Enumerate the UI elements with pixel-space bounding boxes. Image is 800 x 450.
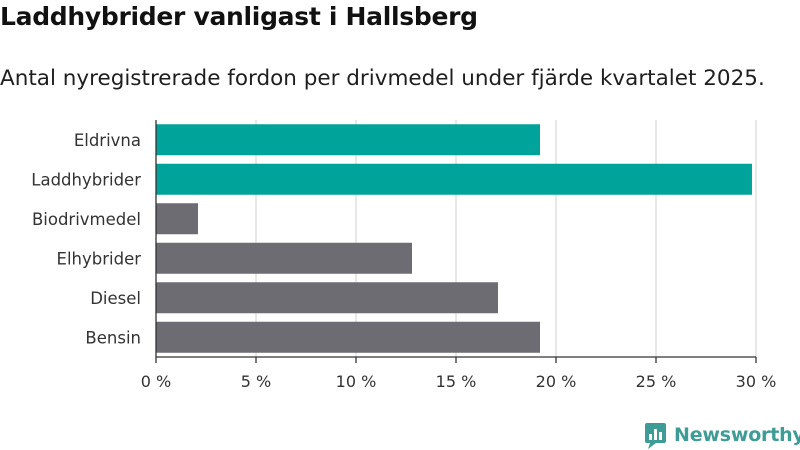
- category-label-bensin: Bensin: [85, 328, 141, 347]
- bar-diesel: [156, 282, 498, 314]
- x-tick-label-3: 15 %: [436, 372, 477, 391]
- brand-name: Newsworthy: [674, 424, 800, 446]
- newsworthy-logo-icon: [645, 422, 666, 449]
- bar-elhybrider: [156, 242, 412, 274]
- x-tick-label-5: 25 %: [636, 372, 677, 391]
- bar-bensin: [156, 321, 540, 353]
- chart-title: Laddhybrider vanligast i Hallsberg: [0, 2, 478, 31]
- x-tick-label-1: 5 %: [241, 372, 271, 391]
- bar-chart: Eldrivna Laddhybrider Biodrivmedel Elhybrid…: [31, 120, 777, 391]
- category-label-diesel: Diesel: [90, 289, 141, 308]
- x-tick-label-4: 20 %: [536, 372, 577, 391]
- category-label-elhybrider: Elhybrider: [57, 249, 142, 268]
- chart-subtitle: Antal nyregistrerade fordon per drivmede…: [0, 66, 765, 91]
- x-tick-label-0: 0 %: [141, 372, 171, 391]
- bar-eldrivna: [156, 124, 540, 156]
- x-tick-label-2: 10 %: [336, 372, 377, 391]
- category-label-eldrivna: Eldrivna: [74, 131, 141, 150]
- brand-logo: Newsworthy: [644, 420, 800, 450]
- bar-biodrivmedel: [156, 203, 198, 235]
- category-label-biodrivmedel: Biodrivmedel: [32, 210, 141, 229]
- bar-laddhybrider: [156, 163, 752, 195]
- x-tick-label-6: 30 %: [736, 372, 777, 391]
- category-label-laddhybrider: Laddhybrider: [31, 170, 141, 189]
